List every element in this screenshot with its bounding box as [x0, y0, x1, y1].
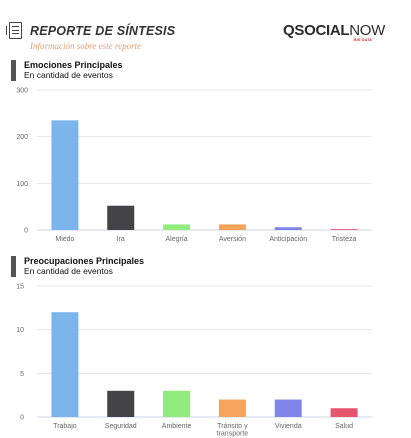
y-tick-label: 0	[20, 415, 24, 422]
y-tick-label: 300	[16, 88, 28, 95]
section-marker	[11, 256, 16, 277]
logo-tagline: BIG DATA	[354, 38, 372, 42]
bar[interactable]	[107, 390, 135, 417]
y-tick-label: 10	[16, 327, 24, 334]
y-tick-label: 200	[16, 134, 28, 141]
y-tick-label: 100	[16, 181, 28, 188]
preocupaciones-bar-chart: 0 5 10 15 Trabajo Seguridad Ambiente Tránsito y…	[16, 284, 372, 438]
bar[interactable]	[218, 399, 246, 417]
x-tick-label: Ira	[117, 236, 125, 243]
report-subtitle: Información sobre este reporte	[30, 41, 142, 51]
bar[interactable]	[330, 229, 358, 230]
y-tick-label: 15	[16, 284, 24, 291]
x-tick-label: Aversión	[219, 236, 246, 243]
section-subtitle-emociones: En cantidad de eventos	[24, 70, 113, 80]
bar[interactable]	[51, 120, 79, 230]
report-title: REPORTE DE SÍNTESIS	[30, 24, 176, 38]
x-tick-label: Alegría	[165, 236, 187, 243]
x-tick-label: Salud	[335, 423, 353, 430]
y-tick-label: 0	[24, 228, 28, 235]
x-tick-label: Tránsito y	[217, 423, 248, 430]
qsocialnow-logo: QSOCIALNOW	[283, 22, 386, 39]
report-header: REPORTE DE SÍNTESIS Información sobre es…	[0, 0, 411, 56]
bar[interactable]	[51, 312, 79, 417]
bar[interactable]	[163, 224, 191, 230]
x-tick-label: transporte	[217, 431, 249, 438]
section-marker	[11, 60, 16, 81]
x-tick-label: Seguridad	[105, 423, 137, 430]
document-icon	[6, 22, 22, 39]
section-subtitle-preocupaciones: En cantidad de eventos	[24, 266, 113, 276]
x-tick-label: Miedo	[55, 236, 74, 243]
emociones-bar-chart: 0 100 200 300 Miedo Ira Alegría Aversión Anticip…	[16, 88, 372, 243]
bar[interactable]	[218, 224, 246, 230]
x-tick-label: Vivienda	[275, 423, 302, 430]
x-tick-label: Ambiente	[162, 423, 192, 430]
bar[interactable]	[274, 227, 302, 230]
x-tick-label: Tristeza	[332, 236, 357, 243]
y-tick-label: 5	[20, 371, 24, 378]
bar[interactable]	[330, 408, 358, 417]
bar[interactable]	[274, 399, 302, 417]
bar[interactable]	[163, 390, 191, 417]
section-title-preocupaciones: Preocupaciones Principales	[24, 256, 145, 266]
section-title-emociones: Emociones Principales	[24, 60, 123, 70]
bar[interactable]	[107, 205, 135, 230]
x-tick-label: Anticipación	[269, 236, 307, 243]
x-tick-label: Trabajo	[53, 423, 77, 430]
